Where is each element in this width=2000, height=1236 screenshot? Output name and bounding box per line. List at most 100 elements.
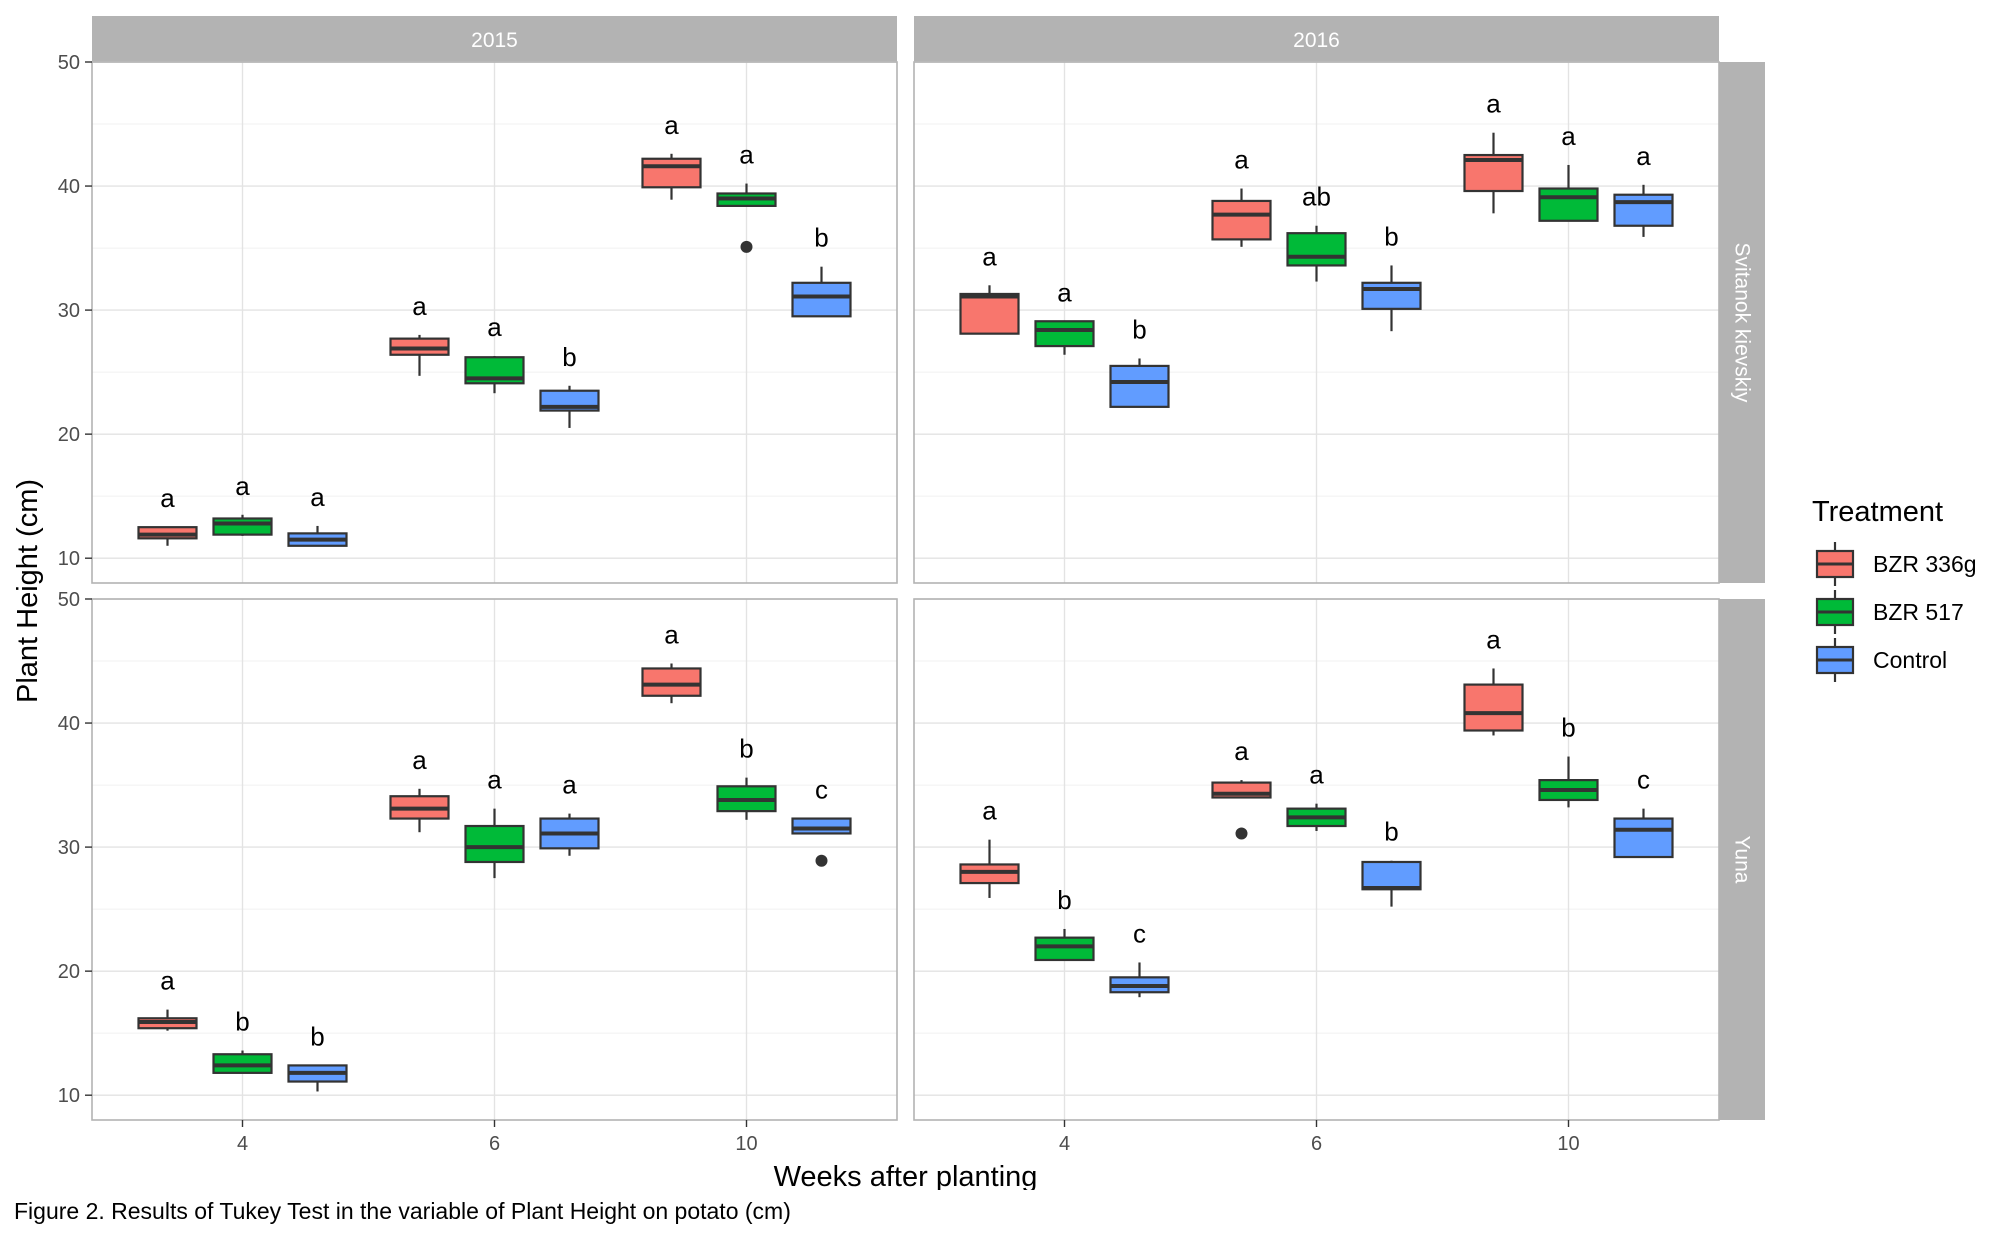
tukey-letter: a — [664, 110, 679, 140]
box-iqr — [1538, 187, 1599, 222]
box-control-week-6: b — [1361, 221, 1422, 332]
tukey-letter: a — [664, 620, 679, 650]
panel-2015-svitanok-kievskiy: a a a a a b a a b — [91, 61, 898, 584]
box-bzr-517-week-6: a — [464, 312, 525, 394]
box-control-week-6: b — [1361, 817, 1422, 907]
legend-key-control — [1815, 638, 1855, 682]
tukey-letter: a — [487, 765, 502, 795]
facet-strip-yuna — [1719, 599, 1765, 1120]
box-bzr-336g-week-4: a — [137, 966, 198, 1031]
box-iqr — [1211, 199, 1272, 241]
tukey-letter: a — [1486, 624, 1501, 654]
panel-border — [913, 61, 1720, 584]
tukey-letter: a — [412, 745, 427, 775]
facet-strip-2015 — [92, 16, 897, 62]
tukey-letter: a — [487, 312, 502, 342]
tukey-letter: a — [982, 796, 997, 826]
box-iqr — [1613, 817, 1674, 859]
box-bzr-517-week-4: b — [212, 1007, 273, 1074]
box-iqr — [1034, 320, 1095, 348]
box-bzr-336g-week-4: a — [959, 241, 1020, 335]
box-bzr-517-week-6: ab — [1286, 182, 1347, 282]
box-control-week-6: a — [539, 770, 600, 856]
facet-strip-label: 2015 — [471, 29, 518, 52]
tukey-letter: a — [160, 966, 175, 996]
tukey-letter: b — [814, 223, 828, 253]
tukey-letter: b — [1132, 314, 1146, 344]
box-iqr — [1286, 232, 1347, 267]
y-axis-title: Plant Height (cm) — [12, 479, 44, 703]
box-control-week-10: b — [791, 223, 852, 318]
x-axis-title: Weeks after planting — [774, 1161, 1038, 1190]
tukey-letter: a — [1309, 760, 1324, 790]
box-bzr-336g-week-10: a — [1463, 624, 1524, 736]
y-tick-label: 50 — [58, 589, 80, 611]
legend-key-bzr-517 — [1815, 590, 1855, 634]
tukey-letter: a — [739, 140, 754, 170]
tukey-letter: a — [1234, 736, 1249, 766]
box-bzr-336g-week-6: a — [1211, 145, 1272, 247]
y-tick-label: 10 — [58, 1085, 80, 1107]
y-tick-label: 40 — [58, 176, 80, 198]
tukey-letter: a — [1561, 121, 1576, 151]
tukey-letter: a — [1057, 277, 1072, 307]
y-tick-label: 50 — [58, 52, 80, 74]
outlier-point — [815, 854, 828, 867]
box-iqr — [1109, 364, 1170, 408]
box-iqr — [791, 817, 852, 835]
tukey-letter: a — [160, 483, 175, 513]
box-iqr — [959, 292, 1020, 335]
box-bzr-517-week-6: a — [464, 765, 525, 879]
box-bzr-336g-week-6: a — [389, 291, 450, 376]
legend-title: Treatment — [1812, 496, 1943, 528]
tukey-letter: c — [815, 775, 828, 805]
box-control-week-4: b — [1109, 314, 1170, 408]
box-bzr-517-week-10: b — [1538, 713, 1599, 808]
box-bzr-517-week-6: a — [1286, 760, 1347, 831]
box-bzr-517-week-10: a — [716, 140, 777, 253]
x-tick-label: 4 — [1059, 1133, 1070, 1155]
tukey-letter: a — [982, 241, 997, 271]
box-iqr — [1463, 683, 1524, 732]
facet-strip-svitanok-kievskiy — [1719, 62, 1765, 583]
outlier-point — [1235, 827, 1248, 840]
y-tick-label: 20 — [58, 424, 80, 446]
y-tick-label: 10 — [58, 548, 80, 570]
y-tick-label: 40 — [58, 713, 80, 735]
y-tick-label: 20 — [58, 961, 80, 983]
facet-strip-label: Svitanok kievskiy — [1731, 243, 1754, 403]
legend-label: BZR 336g — [1873, 551, 1977, 577]
box-bzr-336g-week-6: a — [1211, 736, 1272, 840]
box-bzr-517-week-4: b — [1034, 885, 1095, 962]
tukey-letter: ab — [1302, 182, 1331, 212]
box-iqr — [464, 824, 525, 864]
box-bzr-336g-week-10: a — [1463, 89, 1524, 214]
figure-caption: Figure 2. Results of Tukey Test in the v… — [14, 1198, 791, 1224]
facet-strip-label: 2016 — [1293, 29, 1340, 52]
panel-2016-yuna: a b c a a b a b c — [913, 598, 1720, 1121]
tukey-letter: a — [1486, 89, 1501, 119]
legend-label: Control — [1873, 647, 1947, 673]
tukey-letter: a — [235, 471, 250, 501]
box-iqr — [1361, 860, 1422, 891]
box-bzr-517-week-10: b — [716, 734, 777, 820]
box-control-week-4: c — [1109, 918, 1170, 998]
tukey-letter: b — [1384, 817, 1398, 847]
tukey-letter: a — [412, 291, 427, 321]
box-iqr — [212, 517, 273, 536]
box-bzr-336g-week-4: a — [137, 483, 198, 546]
box-bzr-336g-week-10: a — [641, 620, 702, 704]
box-control-week-4: b — [287, 1021, 348, 1092]
x-tick-label: 4 — [237, 1133, 248, 1155]
box-bzr-517-week-10: a — [1538, 121, 1599, 222]
facet-strip-2016 — [914, 16, 1719, 62]
box-bzr-336g-week-6: a — [389, 745, 450, 833]
legend-key-bzr-336g — [1815, 542, 1855, 586]
x-tick-label: 10 — [735, 1133, 757, 1155]
box-iqr — [1361, 281, 1422, 310]
tukey-letter: b — [1057, 885, 1071, 915]
outlier-point — [740, 240, 753, 253]
legend-label: BZR 517 — [1873, 599, 1964, 625]
tukey-letter: a — [1234, 145, 1249, 175]
